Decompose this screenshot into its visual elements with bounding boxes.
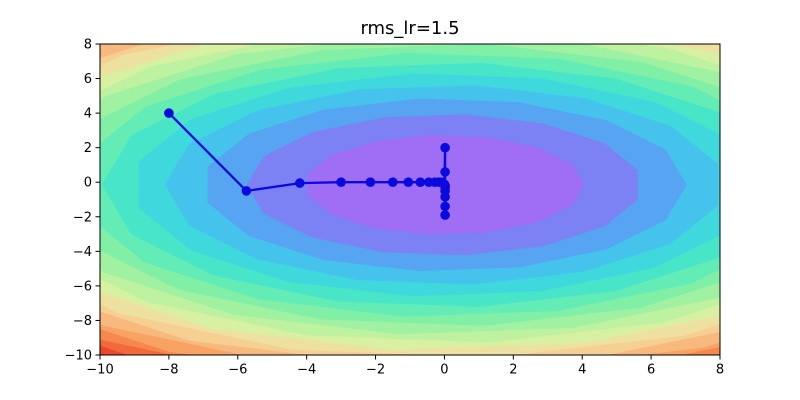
trajectory-point: [388, 177, 398, 187]
y-tick-label: 2: [84, 141, 92, 156]
x-tick-label: −4: [297, 363, 316, 378]
x-tick-label: 4: [578, 363, 586, 378]
x-tick-label: −10: [86, 363, 113, 378]
x-tick-label: −6: [228, 363, 247, 378]
x-tick-label: 2: [509, 363, 517, 378]
trajectory-point: [295, 178, 305, 188]
chart-title: rms_lr=1.5: [360, 18, 460, 39]
trajectory-point: [440, 142, 450, 153]
x-tick-label: −8: [159, 363, 178, 378]
trajectory-point: [336, 177, 346, 187]
trajectory-point: [365, 177, 376, 187]
y-tick-label: 6: [84, 72, 92, 87]
trajectory-point: [440, 201, 450, 212]
trajectory-point: [403, 177, 414, 187]
axes-border: [99, 43, 721, 356]
y-tick-label: −2: [73, 210, 92, 225]
y-tick-label: 0: [84, 176, 92, 191]
trajectory-point: [440, 192, 450, 202]
y-tick-label: 4: [84, 107, 92, 122]
y-tick-label: −6: [73, 279, 92, 294]
trajectory-point: [415, 177, 426, 187]
x-tick-label: −2: [366, 363, 385, 378]
y-tick-label: −10: [65, 349, 92, 364]
x-tick-label: 6: [647, 363, 655, 378]
y-tick-label: −4: [73, 245, 92, 260]
trajectory-point: [164, 108, 174, 118]
trajectory-point: [440, 167, 450, 177]
x-tick-label: 0: [440, 363, 448, 378]
trajectory-point: [241, 186, 252, 196]
optimizer-trajectory: [164, 108, 450, 220]
trajectory-point: [440, 210, 450, 220]
axes-ticks: −10 −8 −6 −4 −2 0 2 4 6 8 8 6 4 2 0 −2 −4 −6 −8 −10: [65, 38, 725, 378]
x-tick-label: 8: [716, 363, 724, 378]
y-tick-label: −8: [73, 314, 92, 329]
trajectory-point: [440, 182, 450, 193]
y-tick-label: 8: [84, 38, 92, 53]
